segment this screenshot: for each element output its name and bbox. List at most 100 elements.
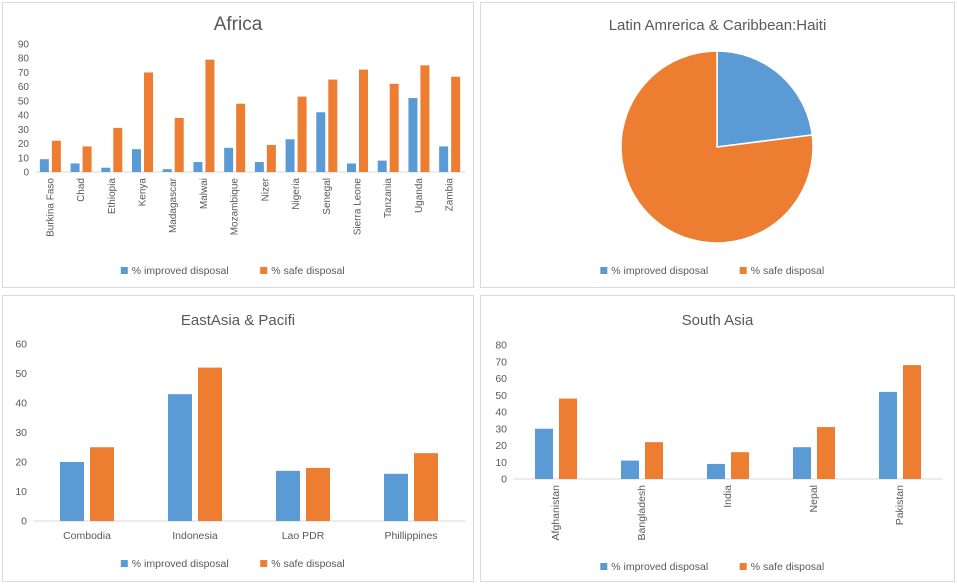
legend-label-improved: % improved disposal — [611, 561, 708, 573]
bar-phillippines-safe — [414, 453, 438, 521]
x-tick-label: Nigeria — [291, 178, 302, 210]
y-tick-label: 50 — [495, 390, 507, 402]
legend-swatch-improved — [600, 563, 608, 570]
chart-panel-haiti: Latin Amrerica & Caribbean:Haiti % improv… — [480, 2, 955, 288]
chart-title: Africa — [214, 14, 263, 35]
x-tick-label: Ethiopia — [107, 178, 118, 215]
y-tick-label: 90 — [18, 40, 30, 51]
bar-mozambique-improved — [224, 147, 234, 172]
chart-east-asia: EastAsia & Pacifi 0 10 20 30 40 50 60 Combodia In… — [15, 312, 465, 570]
y-tick-label: 20 — [18, 139, 30, 150]
bar-indonesia-improved — [168, 394, 192, 521]
bar-zambia-safe — [451, 76, 461, 172]
bar-sierra-leone-safe — [359, 69, 368, 172]
x-tick-label: Phillippines — [384, 530, 437, 542]
bar-nizer-safe — [266, 144, 276, 172]
x-tick-label: Zambia — [445, 178, 456, 212]
chart-africa: Africa 0 10 20 30 40 50 60 70 80 90 Burkina Faso Cha… — [18, 14, 465, 277]
bar-chad-safe — [82, 146, 92, 172]
y-tick-label: 30 — [15, 427, 27, 439]
y-tick-label: 40 — [15, 398, 27, 410]
legend-swatch-improved — [120, 560, 128, 567]
bar-indonesia-safe — [198, 367, 222, 521]
x-tick-label: Bangladesh — [636, 485, 648, 541]
chart-panel-africa: Africa 0 10 20 30 40 50 60 70 80 90 Burkina Faso Cha… — [2, 2, 474, 288]
bar-ethiopia-improved — [101, 167, 111, 172]
chart-haiti: Latin Amrerica & Caribbean:Haiti % improv… — [600, 17, 827, 277]
y-tick-label: 0 — [501, 474, 507, 486]
bar-mozambique-safe — [236, 103, 246, 172]
x-tick-label: Afghanistan — [550, 485, 562, 541]
bar-combodia-safe — [90, 447, 114, 521]
x-tick-label: Malwai — [199, 178, 210, 209]
x-tick-label: India — [722, 485, 734, 508]
y-tick-label: 60 — [18, 82, 30, 93]
legend-label-improved: % improved disposal — [132, 265, 229, 277]
legend-swatch-safe — [260, 267, 268, 274]
bar-lao-pdr-improved — [276, 470, 300, 521]
y-tick-label: 40 — [495, 407, 507, 419]
legend-label-improved: % improved disposal — [611, 265, 708, 277]
legend-label-safe: % safe disposal — [751, 561, 825, 573]
y-tick-label: 0 — [21, 516, 27, 528]
bar-nigeria-safe — [297, 96, 307, 172]
y-tick-label: 10 — [15, 486, 27, 498]
x-tick-label: Tanzania — [383, 178, 394, 218]
y-tick-label: 80 — [18, 54, 30, 65]
x-tick-label: Kenya — [138, 178, 149, 207]
x-tick-label: Nizer — [260, 177, 271, 201]
x-tick-label: Chad — [76, 178, 87, 202]
bar-pakistan-safe — [903, 365, 921, 479]
chart-title: Latin Amrerica & Caribbean:Haiti — [609, 17, 827, 34]
x-tick-label: Mozambique — [230, 178, 241, 236]
legend-swatch-safe — [739, 267, 747, 274]
bar-kenya-improved — [132, 149, 141, 172]
y-tick-label: 70 — [495, 356, 507, 368]
legend-swatch-safe — [739, 563, 747, 570]
legend-swatch-safe — [260, 560, 268, 567]
y-tick-label: 20 — [15, 457, 27, 469]
x-tick-label: Pakistan — [894, 485, 906, 525]
bar-pakistan-improved — [879, 391, 897, 479]
bar-lao-pdr-safe — [306, 467, 330, 521]
x-tick-label: Uganda — [414, 178, 425, 213]
y-tick-label: 60 — [15, 339, 27, 351]
y-tick-label: 40 — [18, 111, 30, 122]
bar-burkina-faso-safe — [51, 140, 61, 172]
y-tick-label: 0 — [23, 168, 29, 179]
y-tick-label: 80 — [495, 340, 507, 352]
pie-slice-improved — [716, 50, 814, 148]
chart-panel-south-asia: South Asia 0 10 20 30 40 50 60 70 80 Afghanistan Ba… — [480, 295, 955, 582]
bar-bangladesh-improved — [621, 460, 639, 479]
bar-tanzania-safe — [389, 83, 399, 172]
bar-ethiopia-safe — [113, 127, 123, 172]
chart-south-asia: South Asia 0 10 20 30 40 50 60 70 80 Afghanistan Ba… — [495, 312, 943, 573]
x-tick-label: Lao PDR — [282, 530, 325, 542]
pie-slice-safe — [620, 50, 814, 244]
bar-senegal-improved — [316, 112, 326, 172]
bar-senegal-safe — [328, 79, 338, 172]
bar-malwai-improved — [193, 162, 203, 172]
bar-india-improved — [707, 463, 725, 479]
x-tick-label: Madagascar — [168, 177, 179, 233]
y-tick-label: 20 — [495, 440, 507, 452]
bar-burkina-faso-improved — [39, 159, 49, 172]
bar-sierra-leone-improved — [347, 163, 356, 172]
bar-nizer-improved — [254, 162, 264, 172]
bar-zambia-improved — [439, 146, 449, 172]
legend-label-safe: % safe disposal — [751, 265, 825, 277]
x-tick-label: Burkina Faso — [45, 178, 56, 237]
bar-phillippines-improved — [384, 473, 408, 521]
bar-combodia-improved — [60, 462, 84, 521]
bar-malwai-safe — [205, 59, 215, 173]
legend-label-safe: % safe disposal — [271, 558, 345, 570]
chart-panel-east-asia: EastAsia & Pacifi 0 10 20 30 40 50 60 Combodia In… — [2, 295, 474, 582]
y-tick-label: 50 — [18, 96, 30, 107]
x-tick-label: Sierra Leone — [353, 178, 364, 236]
bar-tanzania-improved — [377, 160, 387, 172]
legend-label-safe: % safe disposal — [271, 265, 345, 277]
legend-swatch-improved — [120, 267, 128, 274]
bar-afghanistan-improved — [535, 428, 553, 479]
bar-bangladesh-safe — [645, 442, 663, 479]
y-tick-label: 10 — [18, 153, 30, 164]
